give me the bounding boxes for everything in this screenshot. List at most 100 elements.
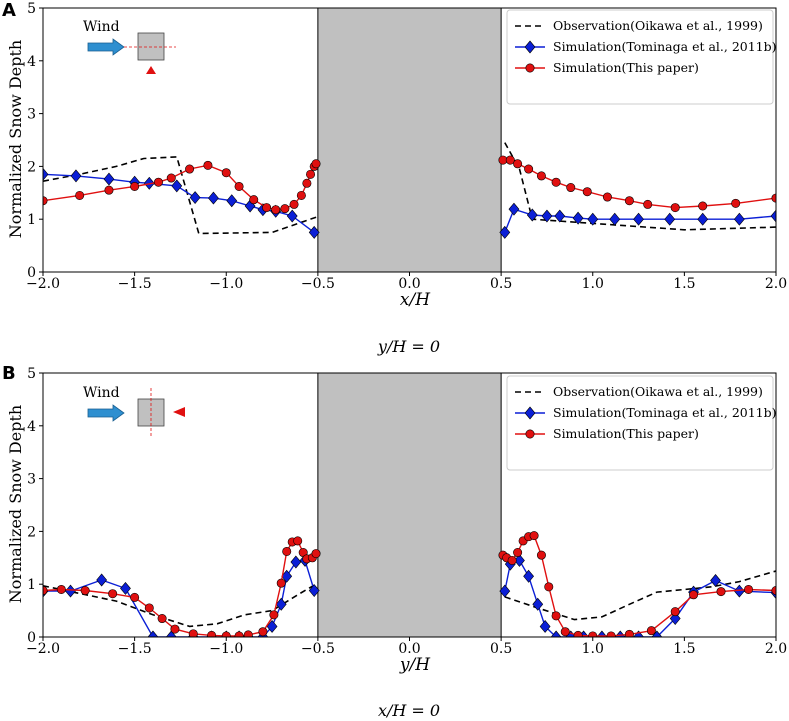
data-point-diamond	[103, 172, 115, 186]
data-point-diamond	[290, 555, 302, 569]
data-point-circle	[207, 630, 217, 637]
data-point-diamond	[96, 573, 108, 587]
data-point-circle	[130, 181, 140, 191]
data-point-diamond	[710, 574, 721, 587]
data-point-circle	[311, 159, 321, 169]
x-tick-label: −1.5	[118, 276, 152, 292]
data-point-circle	[507, 555, 517, 565]
data-point-diamond	[609, 212, 621, 226]
data-point-circle	[153, 177, 163, 187]
legend-label: Observation(Oikawa et al., 1999)	[553, 18, 763, 33]
data-point-circle	[560, 627, 570, 637]
data-point-diamond	[664, 212, 676, 226]
data-point-circle	[43, 586, 48, 596]
data-point-circle	[513, 548, 523, 558]
data-point-circle	[606, 631, 616, 637]
data-point-circle	[551, 611, 561, 621]
panel-letter: B	[2, 363, 16, 384]
data-point-diamond	[572, 211, 584, 225]
data-point-circle	[282, 546, 292, 556]
data-point-diamond	[526, 208, 538, 222]
data-point-diamond	[499, 225, 511, 239]
legend-marker-circle	[525, 63, 535, 73]
y-tick-label: 0	[27, 265, 36, 281]
x-tick-label: 1.0	[582, 641, 604, 657]
data-point-diamond	[308, 584, 320, 598]
chart-panel-a: A −2.0 −1.5 −1.0 −0.5 0.0 0.5 1.0 1.5 2.0 0 1 2 3 4 5 O…	[2, 0, 787, 356]
x-tick-label: 0.5	[490, 276, 512, 292]
wind-arrow-icon	[87, 404, 125, 422]
data-point-diamond	[550, 630, 562, 637]
data-point-diamond	[523, 569, 535, 583]
data-point-circle	[108, 589, 118, 599]
x-tick-label: 2.0	[765, 276, 787, 292]
data-point-circle	[56, 584, 66, 594]
data-point-circle	[744, 584, 754, 594]
series-group	[43, 531, 776, 637]
data-point-diamond	[266, 619, 278, 633]
data-point-circle	[529, 531, 539, 541]
legend-label: Simulation(Tominaga et al., 2011b)	[553, 39, 777, 54]
x-tick-label: −0.5	[301, 276, 335, 292]
data-point-circle	[258, 627, 268, 637]
wind-arrow-icon	[87, 38, 125, 56]
legend-marker-diamond	[524, 406, 536, 420]
data-point-circle	[221, 168, 231, 178]
x-tick-label: 1.0	[582, 276, 604, 292]
data-point-diamond	[120, 581, 131, 595]
x-tick-label: 0.0	[398, 276, 420, 292]
data-point-diamond	[733, 584, 745, 598]
x-tick-label: 1.5	[673, 276, 695, 292]
panel-letter: A	[2, 0, 16, 21]
data-point-circle	[670, 203, 680, 213]
data-point-diamond	[539, 619, 551, 633]
data-point-diamond	[65, 584, 76, 598]
data-point-diamond	[275, 597, 287, 611]
data-point-circle	[551, 177, 561, 187]
data-point-circle	[243, 630, 253, 637]
data-point-circle	[624, 629, 634, 637]
x-tick-label: 1.5	[673, 641, 695, 657]
data-point-circle	[271, 205, 281, 215]
data-point-circle	[624, 196, 634, 206]
data-point-circle	[170, 624, 180, 634]
data-point-circle	[588, 631, 598, 637]
data-point-diamond	[43, 167, 49, 181]
building-icon	[137, 32, 165, 61]
data-point-circle	[524, 164, 534, 174]
data-point-circle	[582, 187, 592, 197]
data-point-circle	[302, 178, 312, 188]
data-point-diamond	[733, 212, 745, 226]
data-point-circle	[293, 536, 303, 546]
data-point-circle	[166, 173, 176, 183]
y-tick-label: 2	[27, 159, 36, 175]
data-point-circle	[602, 192, 612, 202]
chart-panel-b: B −2.0 −1.5 −1.0 −0.5 0.0 0.5 1.0 1.5 2.0 0 1 2 3 4 5 O…	[2, 363, 787, 720]
data-point-diamond	[633, 212, 644, 226]
x-tick-label: −1.0	[209, 276, 243, 292]
data-point-diamond	[147, 630, 159, 637]
data-point-diamond	[697, 212, 709, 226]
data-point-circle	[566, 183, 576, 193]
data-point-diamond	[669, 612, 681, 625]
data-point-circle	[130, 592, 140, 602]
data-point-circle	[157, 614, 167, 624]
series-line-1	[504, 570, 776, 621]
x-tick-label: −2.0	[26, 276, 60, 292]
legend-box	[506, 9, 774, 105]
legend-marker-circle	[525, 429, 535, 439]
y-tick-label: 1	[27, 577, 36, 593]
building-region	[317, 8, 502, 272]
data-point-circle	[306, 169, 316, 179]
data-point-circle	[276, 578, 286, 588]
data-point-circle	[234, 181, 244, 191]
x-axis-label: y/H	[399, 655, 431, 675]
legend-marker-diamond	[524, 40, 536, 54]
data-point-diamond	[633, 630, 644, 637]
data-point-diamond	[189, 191, 201, 205]
data-point-diamond	[508, 202, 520, 216]
x-tick-label: −1.5	[118, 641, 152, 657]
data-point-circle	[311, 549, 321, 559]
data-point-circle	[643, 199, 653, 209]
